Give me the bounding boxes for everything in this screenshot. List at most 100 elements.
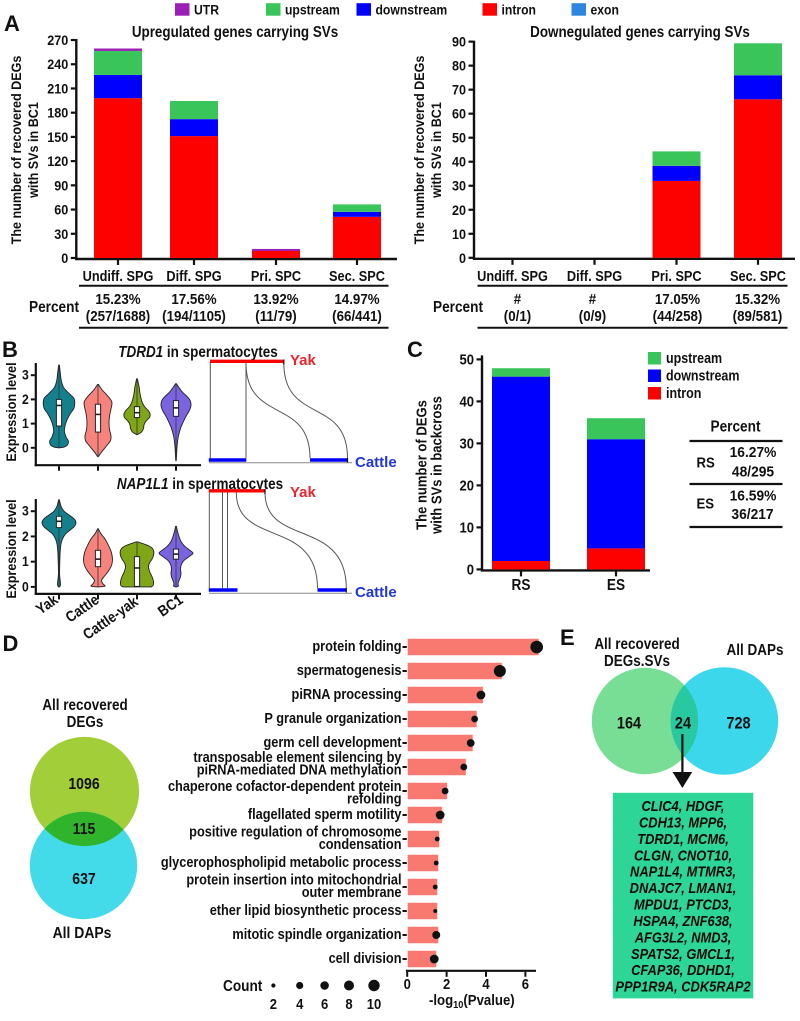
svg-text:with SVs in BC1: with SVs in BC1 [25, 102, 41, 199]
svg-text:condensation: condensation [319, 835, 402, 852]
svg-text:17.56%: 17.56% [171, 290, 217, 307]
svg-text:0: 0 [61, 250, 68, 266]
svg-text:150: 150 [47, 129, 68, 145]
svg-text:90: 90 [54, 178, 68, 194]
svg-text:728: 728 [726, 715, 751, 733]
svg-text:CLIC4, HDGF,: CLIC4, HDGF, [641, 797, 724, 814]
svg-text:15.32%: 15.32% [735, 290, 781, 307]
svg-text:3: 3 [22, 367, 29, 383]
svg-text:3: 3 [22, 503, 29, 519]
svg-text:Yak: Yak [290, 484, 317, 501]
svg-text:Undiff. SPG: Undiff. SPG [83, 267, 154, 284]
svg-text:#: # [514, 290, 522, 307]
svg-text:16.27%: 16.27% [730, 445, 777, 462]
svg-text:CFAP36, DDHD1,: CFAP36, DDHD1, [631, 961, 735, 978]
svg-text:glycerophospholipid metabolic: glycerophospholipid metabolic process [161, 853, 402, 870]
svg-text:(44/258): (44/258) [653, 307, 703, 324]
svg-text:germ cell development: germ cell development [263, 733, 401, 750]
svg-text:Downegulated genes carrying SV: Downegulated genes carrying SVs [530, 24, 750, 41]
svg-text:NAP1L4, MTMR3,: NAP1L4, MTMR3, [630, 863, 736, 880]
svg-text:20: 20 [452, 202, 466, 218]
svg-text:70: 70 [452, 82, 466, 98]
svg-text:transposable element silencing: transposable element silencing by [193, 748, 401, 765]
svg-text:The number of recovered DEGs: The number of recovered DEGs [8, 56, 24, 245]
svg-text:(257/1688): (257/1688) [86, 307, 150, 324]
svg-text:UTR: UTR [194, 2, 220, 18]
svg-text:0: 0 [467, 562, 475, 578]
svg-text:piRNA-mediated DNA methylation: piRNA-mediated DNA methylation [197, 761, 402, 778]
svg-text:The number of DEGs: The number of DEGs [414, 400, 430, 530]
svg-text:Undiff. SPG: Undiff. SPG [477, 267, 548, 284]
svg-text:D: D [3, 631, 19, 656]
svg-text:(66/441): (66/441) [332, 307, 382, 324]
svg-text:ES: ES [697, 495, 715, 512]
svg-text:The number of recovered DEGs: The number of recovered DEGs [411, 56, 427, 245]
svg-text:Percent: Percent [29, 299, 79, 316]
svg-text:1: 1 [22, 554, 29, 570]
svg-text:Sec. SPC: Sec. SPC [329, 267, 385, 284]
svg-text:C: C [407, 337, 423, 362]
svg-text:exon: exon [591, 2, 619, 18]
svg-text:4: 4 [482, 976, 490, 992]
svg-text:NAP1L1 in spermatocytes: NAP1L1 in spermatocytes [117, 476, 283, 493]
svg-text:#: # [589, 290, 597, 307]
svg-text:60: 60 [54, 202, 68, 218]
svg-text:downstream: downstream [666, 368, 739, 384]
svg-text:All recovered: All recovered [42, 697, 127, 714]
svg-text:0: 0 [22, 440, 29, 456]
svg-text:14.97%: 14.97% [334, 290, 380, 307]
svg-text:270: 270 [47, 32, 68, 48]
svg-text:24: 24 [675, 715, 691, 733]
svg-text:240: 240 [47, 57, 68, 73]
svg-text:30: 30 [459, 436, 474, 452]
svg-text:Diff. SPG: Diff. SPG [567, 267, 622, 284]
svg-text:Sec. SPC: Sec. SPC [730, 267, 786, 284]
svg-text:SPATS2, GMCL1,: SPATS2, GMCL1, [631, 945, 735, 962]
svg-text:-log10(Pvalue): -log10(Pvalue) [429, 991, 515, 1011]
svg-text:spermatogenesis: spermatogenesis [297, 661, 402, 678]
svg-text:TDRD1 in spermatocytes: TDRD1 in spermatocytes [118, 344, 277, 361]
svg-text:All recovered: All recovered [594, 636, 679, 653]
svg-text:flagellated sperm motility: flagellated sperm motility [248, 805, 402, 822]
svg-text:48/295: 48/295 [732, 464, 774, 481]
svg-text:protein folding: protein folding [312, 637, 401, 654]
svg-text:intron: intron [666, 385, 701, 401]
svg-text:mitotic spindle organization: mitotic spindle organization [232, 925, 401, 942]
svg-text:30: 30 [54, 226, 68, 242]
svg-text:(89/581): (89/581) [733, 307, 783, 324]
svg-text:chaperone cofactor-dependent p: chaperone cofactor-dependent protein [168, 777, 402, 794]
svg-text:refolding: refolding [347, 790, 401, 807]
svg-text:40: 40 [459, 394, 474, 410]
svg-text:0: 0 [22, 579, 29, 595]
svg-text:Cattle: Cattle [355, 584, 397, 601]
svg-text:E: E [560, 625, 575, 650]
svg-text:B: B [2, 337, 18, 362]
svg-text:0: 0 [404, 976, 412, 992]
svg-text:50: 50 [459, 352, 474, 368]
svg-text:16.59%: 16.59% [730, 488, 777, 505]
svg-text:ES: ES [607, 577, 625, 594]
svg-text:(194/1105): (194/1105) [162, 307, 226, 324]
svg-text:60: 60 [452, 106, 466, 122]
svg-text:MPDU1, PTCD3,: MPDU1, PTCD3, [634, 896, 732, 913]
svg-text:115: 115 [73, 820, 96, 838]
svg-text:210: 210 [47, 81, 68, 97]
svg-text:with SVs in BC1: with SVs in BC1 [428, 102, 444, 199]
svg-text:Upregulated genes carrying SVs: Upregulated genes carrying SVs [132, 24, 338, 41]
svg-text:80: 80 [452, 58, 466, 74]
svg-text:ether lipid biosynthetic proce: ether lipid biosynthetic process [210, 901, 402, 918]
svg-text:6: 6 [522, 976, 530, 992]
svg-text:upstream: upstream [666, 350, 722, 366]
svg-text:90: 90 [452, 34, 466, 50]
svg-text:Pri. SPC: Pri. SPC [651, 267, 701, 284]
svg-text:Cattle: Cattle [355, 454, 397, 471]
svg-text:with SVs in backcross: with SVs in backcross [429, 396, 445, 535]
svg-text:50: 50 [452, 130, 466, 146]
svg-text:TDRD1, MCM6,: TDRD1, MCM6, [637, 830, 729, 847]
svg-text:10: 10 [459, 520, 474, 536]
svg-text:15.23%: 15.23% [95, 290, 141, 307]
svg-text:164: 164 [617, 715, 642, 733]
svg-text:DEGs.SVs: DEGs.SVs [604, 653, 670, 670]
svg-text:Expression level: Expression level [3, 499, 19, 598]
svg-text:intron: intron [502, 2, 536, 18]
